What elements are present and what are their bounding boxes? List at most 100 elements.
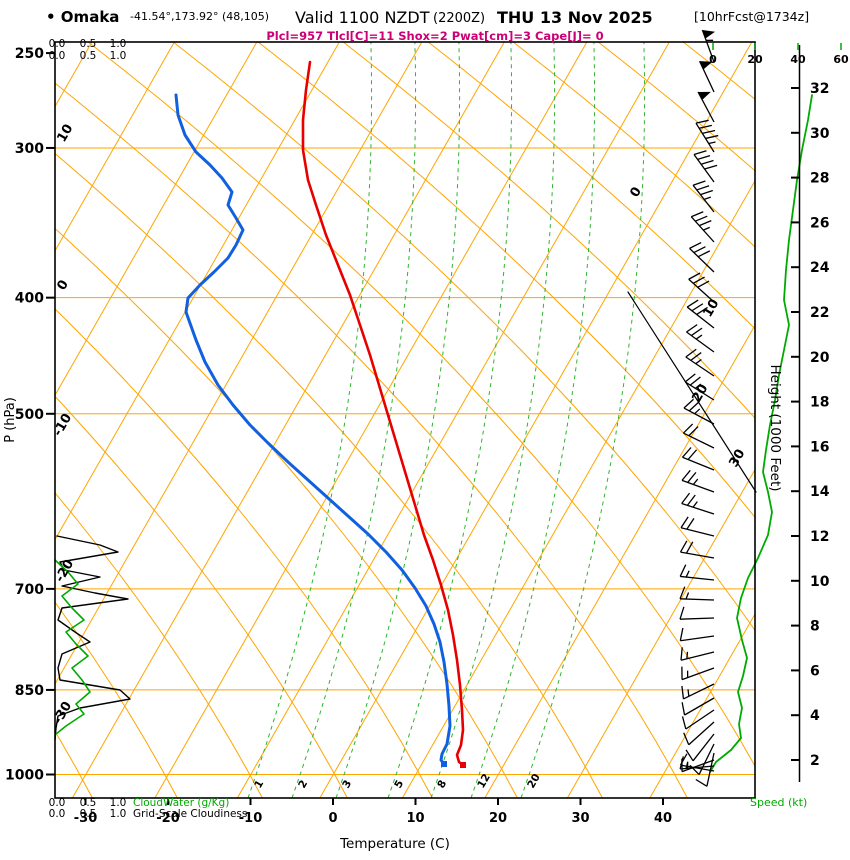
barb-full	[697, 250, 711, 258]
barb-half	[695, 334, 703, 340]
height-tick-label: 6	[810, 663, 820, 679]
station-title: • Omaka	[46, 8, 119, 26]
barb-half	[687, 689, 690, 697]
barb-full	[679, 540, 688, 553]
forecast-tag: [10hrFcst@1734z]	[694, 9, 809, 24]
barb-full	[684, 373, 696, 383]
barb-full	[683, 398, 694, 409]
plot-frame	[54, 41, 756, 799]
speed-axis-label: Speed (kt)	[750, 796, 807, 809]
isotherm-inline-label: 0	[54, 278, 72, 293]
barb-full	[683, 732, 690, 746]
wind-barb	[693, 150, 718, 183]
wind-barb	[692, 180, 715, 213]
height-tick-label: 10	[810, 574, 830, 590]
wind-barb	[697, 91, 715, 123]
barb-full	[679, 627, 684, 641]
cloudwater-scale-top: 1.0	[110, 38, 127, 50]
barb-half	[685, 761, 689, 769]
height-tick-label: 22	[810, 305, 829, 321]
barb-full	[688, 426, 699, 437]
wind-barb	[679, 586, 715, 601]
wind-barb	[679, 756, 715, 770]
barb-full	[689, 241, 702, 249]
barb-full	[687, 471, 697, 483]
barb-full	[681, 469, 691, 481]
barb-full	[685, 749, 694, 762]
mixing-ratio-line	[387, 42, 513, 798]
height-tick-label: 18	[810, 395, 829, 411]
temperature-tick-label: -30	[74, 811, 98, 826]
dry-adiabat-line	[172, 42, 755, 632]
barb-full	[696, 185, 710, 191]
barb-full	[686, 494, 696, 506]
wind-barb	[695, 752, 715, 787]
mixing-ratio-label: 8	[435, 778, 449, 790]
temperature-tick-label: -20	[156, 811, 180, 826]
wind-barb	[681, 447, 715, 471]
height-tick-label: 32	[810, 81, 829, 97]
temperature-tick-label: 0	[328, 811, 337, 826]
valid-date: THU 13 Nov 2025	[497, 8, 653, 27]
barb-full	[679, 564, 687, 577]
barb-full	[688, 401, 700, 412]
dry-adiabat-line	[342, 42, 755, 419]
barb-half	[685, 592, 690, 600]
pressure-tick-label: 700	[15, 582, 44, 598]
dry-adiabat-line	[87, 42, 755, 768]
mixing-ratio-label: 2	[296, 778, 310, 790]
barb-full	[690, 352, 702, 361]
barb-half	[685, 570, 690, 578]
wind-barb	[695, 119, 719, 153]
barb-full	[693, 246, 706, 254]
barb-full	[690, 327, 703, 337]
barb-full	[692, 276, 705, 284]
isotherm-line	[55, 42, 175, 252]
height-tick-label: 4	[810, 708, 820, 724]
wind-barb	[699, 60, 715, 93]
barb-full	[686, 324, 698, 333]
barb-half	[695, 358, 702, 365]
dry-adiabat-line	[55, 601, 178, 798]
barb-full	[702, 129, 716, 134]
barb-full	[696, 306, 708, 316]
barb-full	[682, 423, 694, 434]
isotherm-inline-label: -10	[50, 411, 75, 439]
dry-adiabat-line	[55, 308, 433, 798]
barb-full	[705, 134, 719, 140]
mixing-ratio-line	[520, 42, 646, 798]
isotherm-line	[401, 179, 755, 798]
wind-barb	[681, 709, 715, 730]
height-tick-label: 14	[810, 484, 830, 500]
wind-barb	[679, 627, 715, 642]
cloudwater-scale-top: 0.5	[80, 38, 97, 50]
pressure-axis-title: P (hPa)	[3, 397, 18, 443]
barb-full	[699, 220, 712, 227]
temperature-tick-label: 20	[489, 811, 507, 826]
dry-adiabat-line	[512, 42, 755, 248]
barb-half	[708, 141, 716, 145]
wind-barb	[679, 753, 715, 772]
barb-full	[686, 518, 695, 530]
wind-barb	[683, 398, 715, 425]
speed-scale-label: 20	[747, 53, 763, 66]
cloudwater-label: CloudWater (g/Kg)	[133, 797, 229, 809]
dry-adiabat-line	[257, 42, 755, 519]
dry-adiabat-line	[597, 42, 755, 172]
wind-barb	[679, 564, 715, 581]
barb-full	[689, 376, 701, 386]
temperature-tick-label: 40	[654, 811, 672, 826]
black-reference-line	[627, 291, 757, 493]
profile-traces	[54, 60, 813, 773]
isotherm-line	[484, 324, 755, 798]
height-tick-label: 16	[810, 439, 829, 455]
cloudiness-scale-bottom: 1.0	[110, 808, 127, 820]
temperature-tick-label: 10	[406, 811, 424, 826]
wind-speed-trace	[709, 94, 813, 773]
wind-barb	[681, 697, 715, 716]
isotherm-line	[55, 42, 423, 686]
height-axis-title: Height (1000 Feet)	[767, 364, 783, 491]
barb-full	[679, 753, 688, 766]
speed-scale-label: 40	[790, 53, 806, 66]
